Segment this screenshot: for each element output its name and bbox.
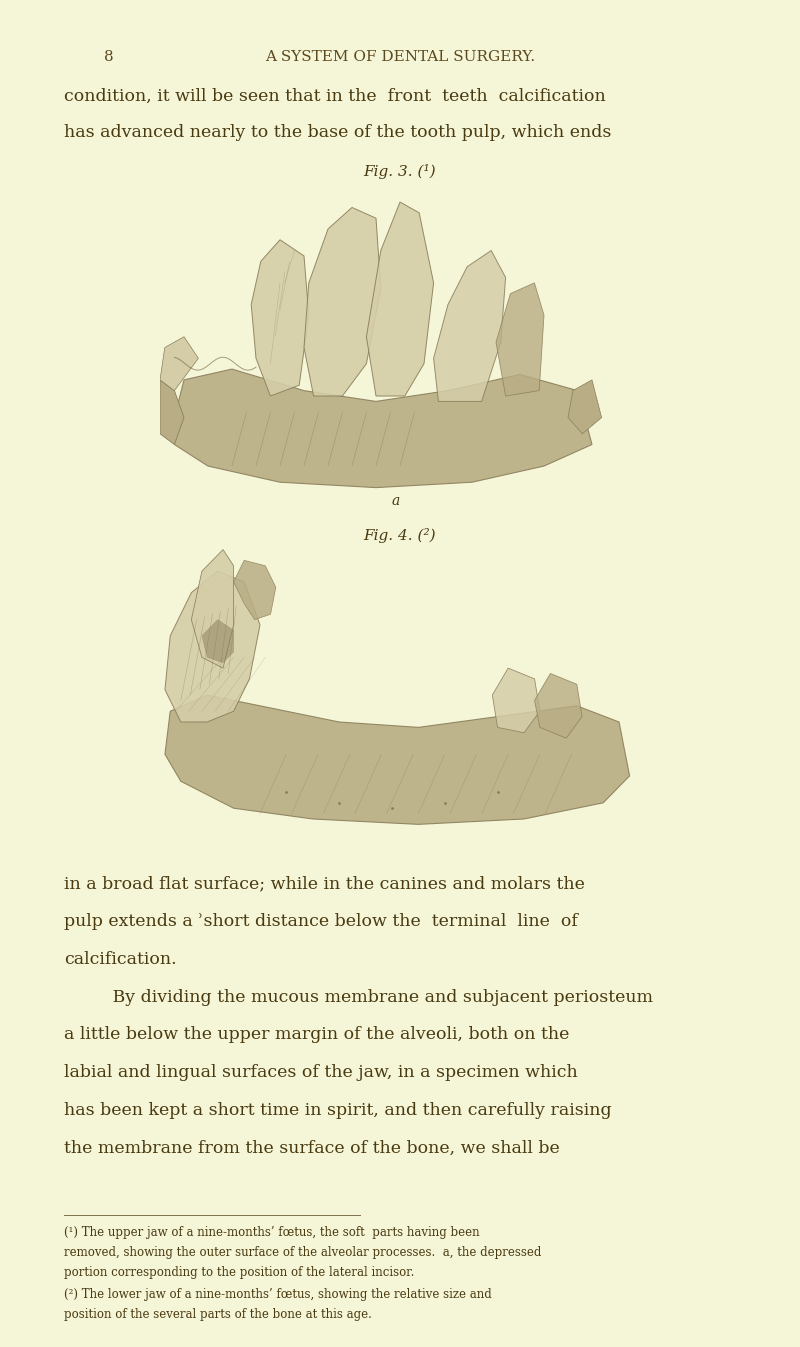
Text: position of the several parts of the bone at this age.: position of the several parts of the bon… <box>64 1308 372 1321</box>
Text: (²) The lower jaw of a nine-months’ fœtus, showing the relative size and: (²) The lower jaw of a nine-months’ fœtu… <box>64 1288 492 1301</box>
Polygon shape <box>366 202 434 396</box>
Polygon shape <box>165 571 260 722</box>
Text: A SYSTEM OF DENTAL SURGERY.: A SYSTEM OF DENTAL SURGERY. <box>265 50 535 63</box>
Polygon shape <box>165 695 630 824</box>
Polygon shape <box>492 668 540 733</box>
Text: calcification.: calcification. <box>64 951 177 968</box>
Text: labial and lingual surfaces of the jaw, in a specimen which: labial and lingual surfaces of the jaw, … <box>64 1064 578 1082</box>
Text: removed, showing the outer surface of the alveolar processes.  a, the depressed: removed, showing the outer surface of th… <box>64 1246 542 1259</box>
Polygon shape <box>160 337 198 391</box>
Text: (¹) The upper jaw of a nine-months’ fœtus, the soft  parts having been: (¹) The upper jaw of a nine-months’ fœtu… <box>64 1226 480 1239</box>
Text: a: a <box>392 494 400 508</box>
Text: pulp extends a ʾshort distance below the  terminal  line  of: pulp extends a ʾshort distance below the… <box>64 913 578 931</box>
Polygon shape <box>434 251 506 401</box>
Text: By dividing the mucous membrane and subjacent periosteum: By dividing the mucous membrane and subj… <box>96 989 653 1006</box>
Text: Fig. 3. (¹): Fig. 3. (¹) <box>364 164 436 179</box>
Polygon shape <box>202 620 234 663</box>
Polygon shape <box>251 240 309 396</box>
Text: 8: 8 <box>104 50 114 63</box>
Polygon shape <box>568 380 602 434</box>
Polygon shape <box>191 550 234 668</box>
Text: in a broad flat surface; while in the canines and molars the: in a broad flat surface; while in the ca… <box>64 876 585 893</box>
Text: has advanced nearly to the base of the tooth pulp, which ends: has advanced nearly to the base of the t… <box>64 124 611 141</box>
Text: Fig. 4. (²): Fig. 4. (²) <box>364 528 436 543</box>
Polygon shape <box>496 283 544 396</box>
Text: a little below the upper margin of the alveoli, both on the: a little below the upper margin of the a… <box>64 1026 570 1044</box>
Text: condition, it will be seen that in the  front  teeth  calcification: condition, it will be seen that in the f… <box>64 88 606 105</box>
Polygon shape <box>174 369 592 488</box>
Polygon shape <box>534 674 582 738</box>
Polygon shape <box>304 207 381 396</box>
Polygon shape <box>234 560 276 620</box>
Polygon shape <box>160 380 184 445</box>
Text: has been kept a short time in spirit, and then carefully raising: has been kept a short time in spirit, an… <box>64 1102 612 1119</box>
Text: the membrane from the surface of the bone, we shall be: the membrane from the surface of the bon… <box>64 1140 560 1157</box>
Text: portion corresponding to the position of the lateral incisor.: portion corresponding to the position of… <box>64 1266 414 1280</box>
